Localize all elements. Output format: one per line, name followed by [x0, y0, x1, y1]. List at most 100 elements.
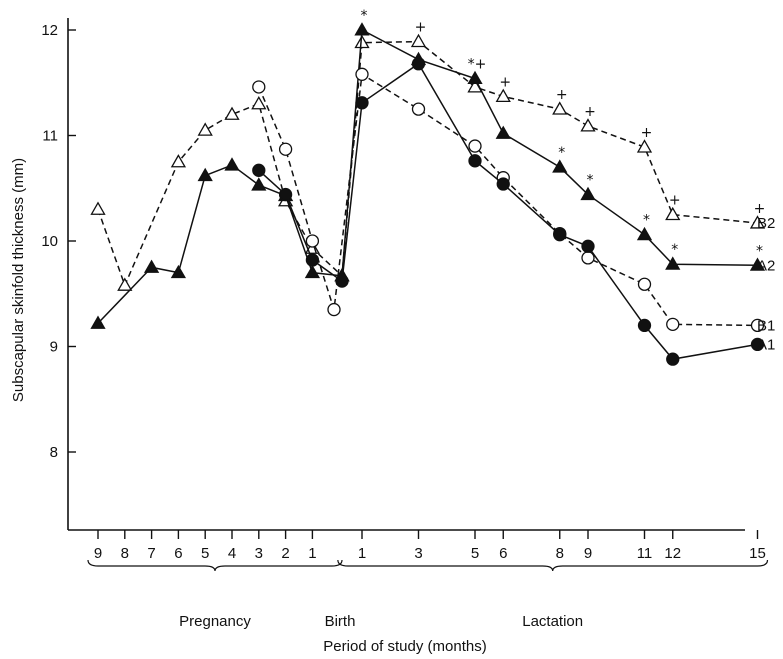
x-tick-label: 15 [749, 545, 766, 562]
x-ticks: 9 8 7 6 5 4 3 2 1 1 3 5 6 8 9 11 12 15 [94, 530, 766, 562]
series-line [97, 40, 758, 288]
y-ticks: 8 9 10 11 12 [41, 22, 76, 461]
significance-mark: + [754, 201, 766, 217]
data-point [327, 302, 341, 317]
data-point [495, 88, 511, 102]
data-point [278, 142, 293, 156]
data-point [251, 96, 267, 110]
y-tick-label: 12 [41, 22, 58, 39]
significance-mark: + [499, 74, 511, 90]
data-point [90, 315, 106, 329]
period-label: Pregnancy [179, 613, 251, 630]
data-point [636, 226, 653, 241]
data-point [749, 215, 766, 229]
x-tick-label: 7 [147, 545, 155, 562]
series-line [258, 73, 758, 327]
significance-mark: + [669, 193, 681, 209]
data-point [304, 264, 321, 279]
significance-mark: + [584, 104, 596, 120]
data-point [354, 34, 370, 49]
data-point [411, 102, 426, 116]
data-point [410, 33, 427, 48]
series-a2 [90, 22, 766, 329]
data-point [197, 167, 213, 182]
y-tick-label: 8 [50, 444, 58, 461]
data-point [335, 274, 349, 288]
data-point [143, 259, 160, 273]
period-label: Birth [325, 613, 356, 630]
series-a1 [252, 57, 765, 366]
data-point [355, 67, 369, 81]
data-point [553, 228, 567, 242]
data-point [90, 201, 106, 215]
period-brace [337, 559, 769, 572]
data-point [496, 177, 510, 191]
data-point [552, 101, 568, 115]
data-point [305, 234, 320, 248]
data-point [411, 57, 426, 71]
x-tick-label: 5 [201, 545, 209, 562]
significance-mark: * [671, 242, 678, 258]
data-point [750, 318, 765, 333]
series-line [97, 28, 758, 324]
significance-mark: + [641, 125, 653, 141]
period-brace [87, 559, 343, 572]
series-layer [90, 22, 766, 366]
data-point [305, 253, 320, 267]
x-tick-label: 3 [255, 545, 263, 562]
data-point [278, 187, 293, 202]
data-point [665, 206, 681, 221]
x-tick-label: 6 [499, 545, 507, 562]
period-label: Lactation [522, 613, 583, 630]
data-point [552, 159, 568, 173]
y-tick-label: 11 [42, 128, 58, 145]
x-tick-label: 11 [637, 545, 653, 562]
data-point [224, 106, 240, 120]
axes [67, 18, 745, 531]
significance-annotations: *+*+++*+*+*+*+* [361, 8, 766, 259]
series-b2 [90, 33, 766, 291]
significance-mark: * [361, 8, 368, 24]
data-point [581, 251, 595, 265]
data-point [580, 186, 596, 201]
data-point [468, 139, 482, 153]
x-tick-label: 9 [584, 545, 592, 562]
x-tick-label: 8 [121, 545, 129, 562]
data-point [666, 317, 680, 331]
data-point [467, 70, 483, 85]
data-point [495, 125, 511, 139]
data-point [170, 154, 187, 168]
x-tick-label: 1 [358, 545, 366, 562]
period-braces: Pregnancy Birth Lactation [87, 559, 769, 630]
x-tick-label: 2 [281, 545, 289, 562]
x-tick-label: 8 [556, 545, 564, 562]
x-tick-label: 3 [414, 545, 422, 562]
data-point [636, 139, 653, 153]
data-point [117, 277, 133, 291]
data-point [749, 257, 766, 271]
series-label: A2 [757, 257, 775, 274]
series-label: B1 [757, 317, 775, 334]
x-tick-label: 5 [471, 545, 479, 562]
data-point [252, 80, 266, 94]
data-point [170, 264, 187, 279]
data-point [354, 22, 370, 36]
y-axis-title: Subscapular skinfold thickness (mm) [10, 158, 27, 402]
data-point [665, 256, 681, 270]
significance-mark: + [556, 87, 568, 103]
x-tick-label: 1 [308, 545, 316, 562]
data-point [750, 337, 765, 352]
significance-mark: *+ [468, 57, 487, 73]
x-tick-label: 9 [94, 545, 102, 562]
significance-mark: * [756, 243, 763, 259]
data-point [581, 239, 595, 253]
y-tick-label: 9 [50, 339, 58, 356]
series-b1 [252, 67, 765, 333]
significance-mark: * [587, 173, 594, 189]
data-point [637, 277, 652, 291]
data-point [468, 154, 482, 168]
y-tick-label: 10 [41, 233, 58, 250]
x-tick-label: 12 [664, 545, 681, 562]
data-point [666, 352, 680, 366]
series-label: A1 [757, 336, 775, 353]
